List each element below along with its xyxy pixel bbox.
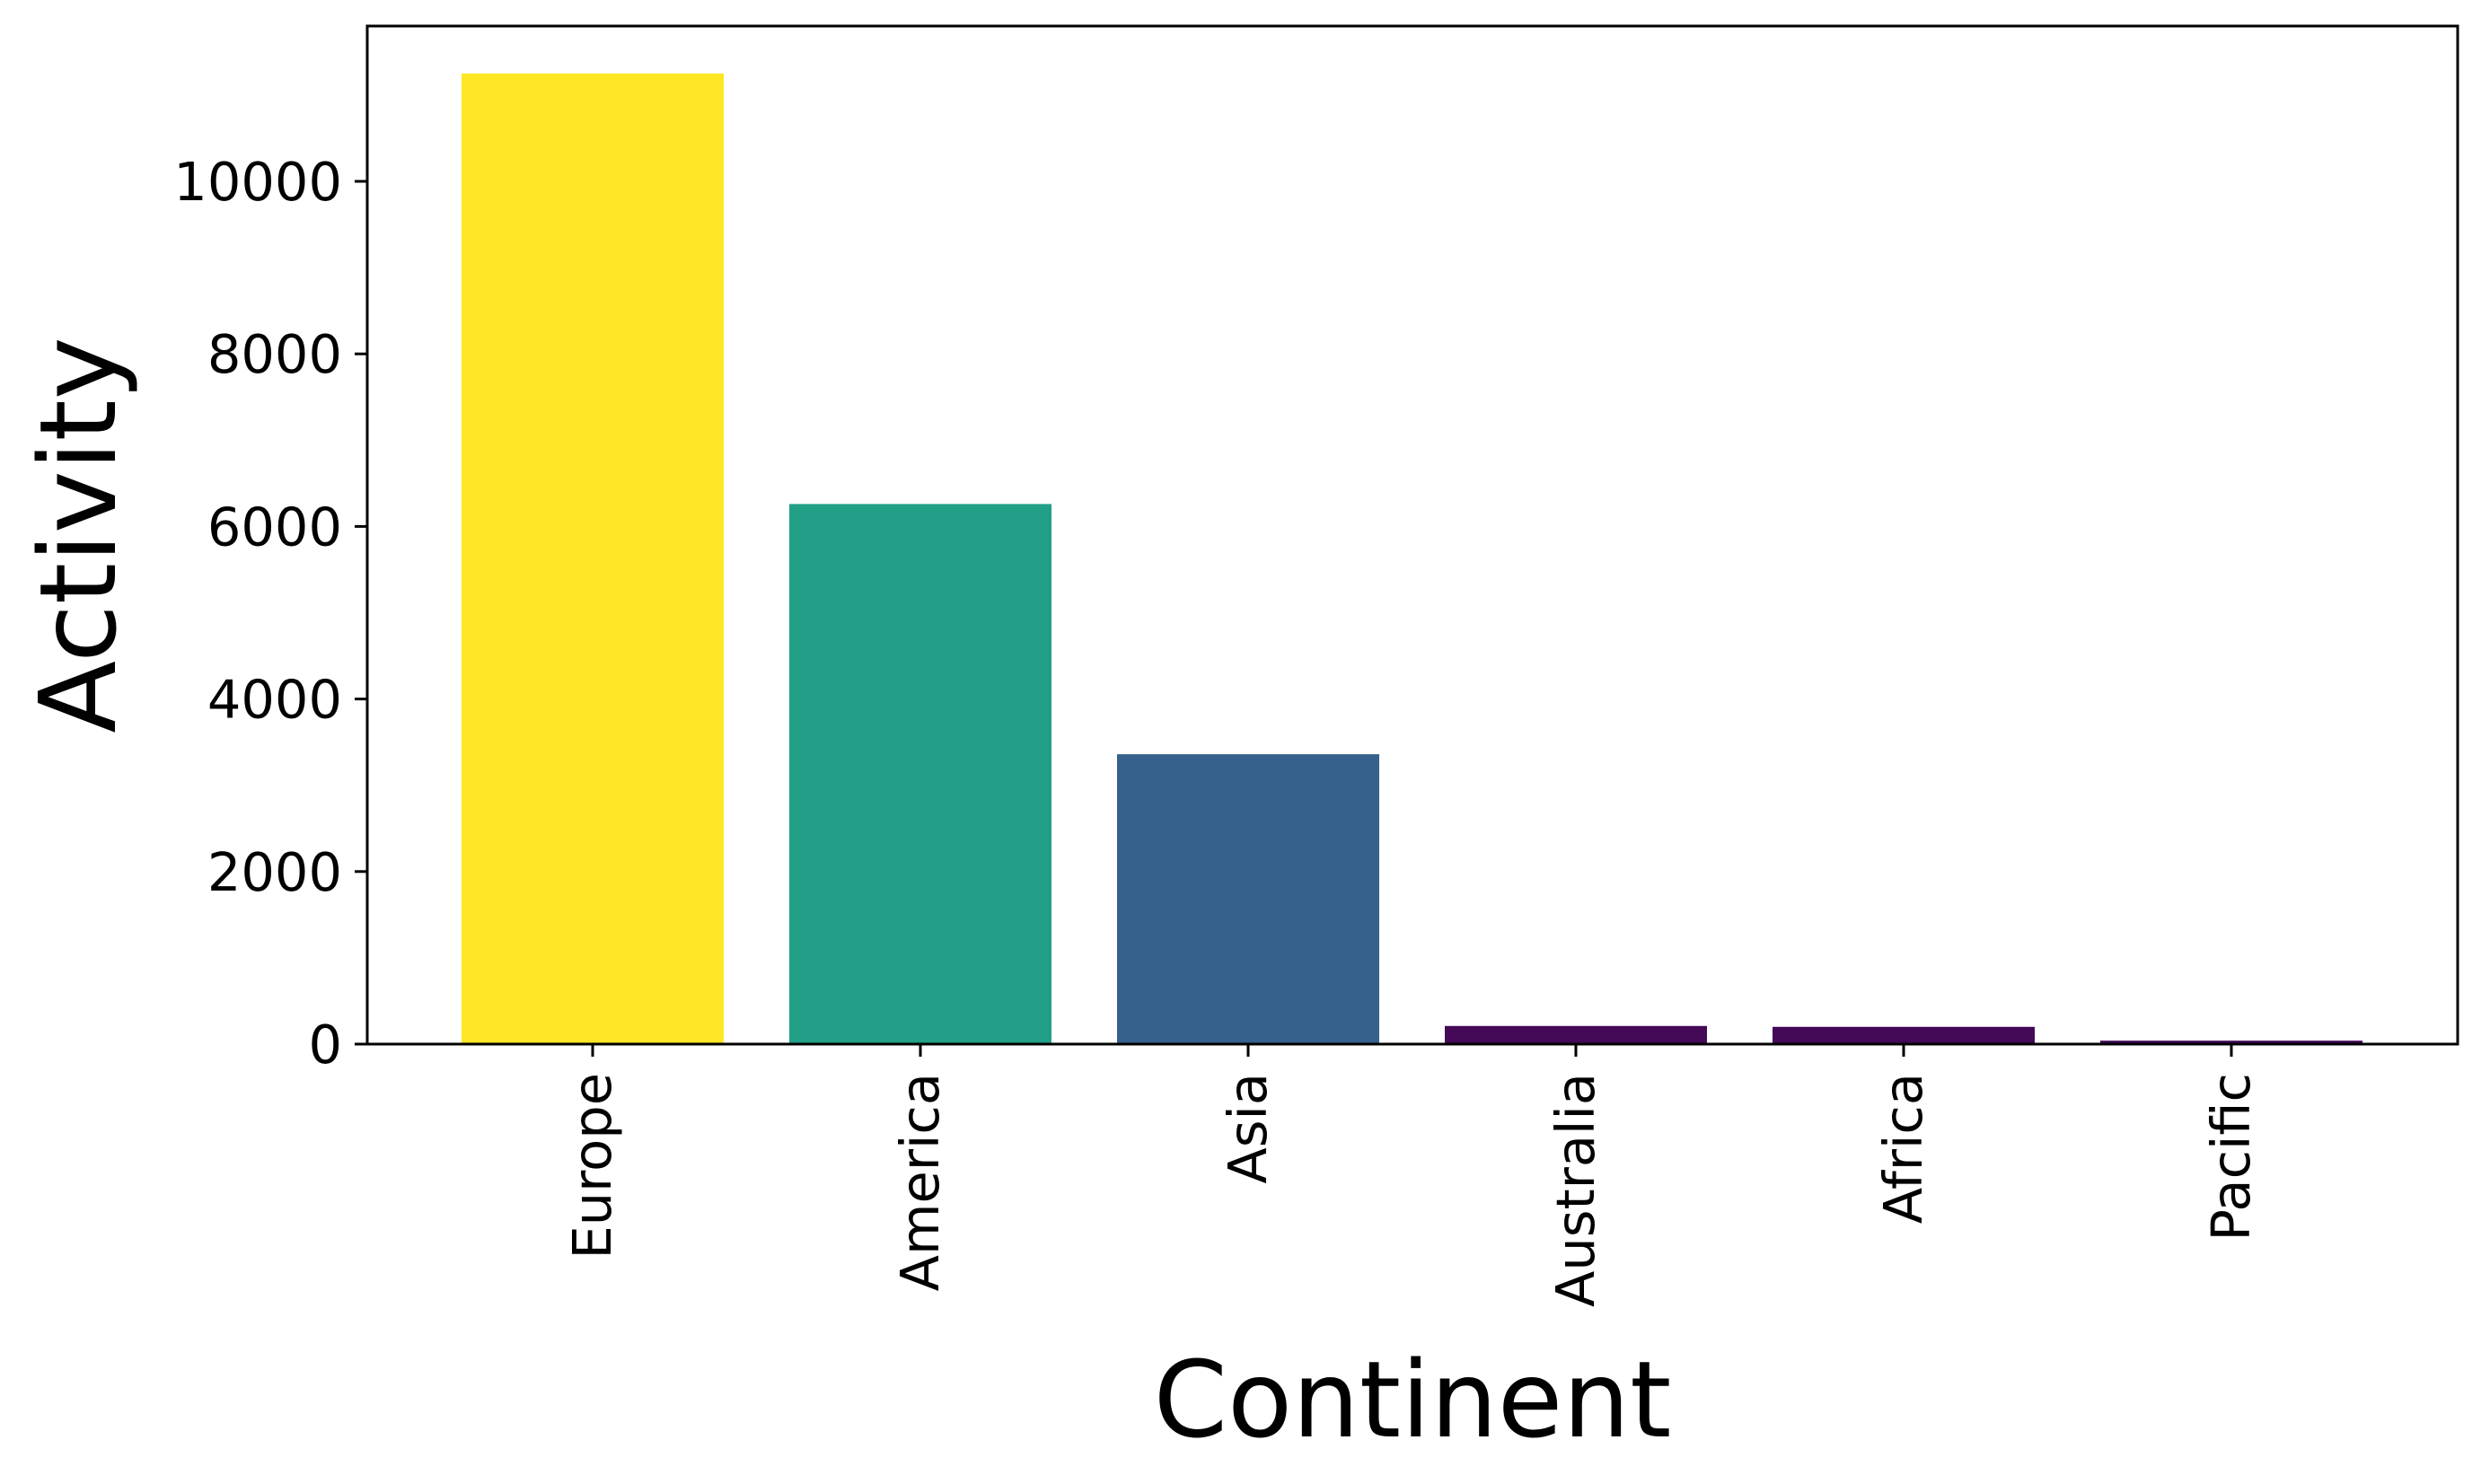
x-tick-label: Australia — [1544, 1073, 1606, 1307]
bar-africa — [1773, 1026, 2035, 1044]
bar-europe — [462, 73, 724, 1044]
bar-asia — [1117, 754, 1379, 1044]
y-tick-label: 6000 — [207, 496, 342, 558]
x-axis-ticks: Europe America Asia Australia Africa Pacific — [561, 1044, 2262, 1307]
x-tick-label: Pacific — [2200, 1073, 2262, 1242]
y-tick-label: 10000 — [173, 151, 342, 213]
y-tick-label: 0 — [308, 1014, 342, 1076]
x-tick-label: America — [889, 1073, 951, 1291]
y-tick-label: 2000 — [207, 841, 342, 903]
bars-group — [462, 73, 2362, 1044]
y-axis-title: Activity — [16, 337, 140, 733]
y-tick-label: 8000 — [207, 323, 342, 385]
y-axis-ticks: 0 2000 4000 6000 8000 10000 — [173, 151, 367, 1076]
plot-frame — [365, 24, 2459, 1046]
bar-australia — [1445, 1025, 1707, 1044]
bar-america — [789, 504, 1051, 1044]
x-tick-label: Africa — [1872, 1073, 1934, 1224]
x-axis-title: Continent — [1154, 1338, 1672, 1462]
x-tick-label: Europe — [561, 1073, 623, 1259]
x-tick-label: Asia — [1217, 1073, 1279, 1184]
y-tick-label: 4000 — [207, 669, 342, 731]
bar-pacific — [2100, 1041, 2362, 1044]
